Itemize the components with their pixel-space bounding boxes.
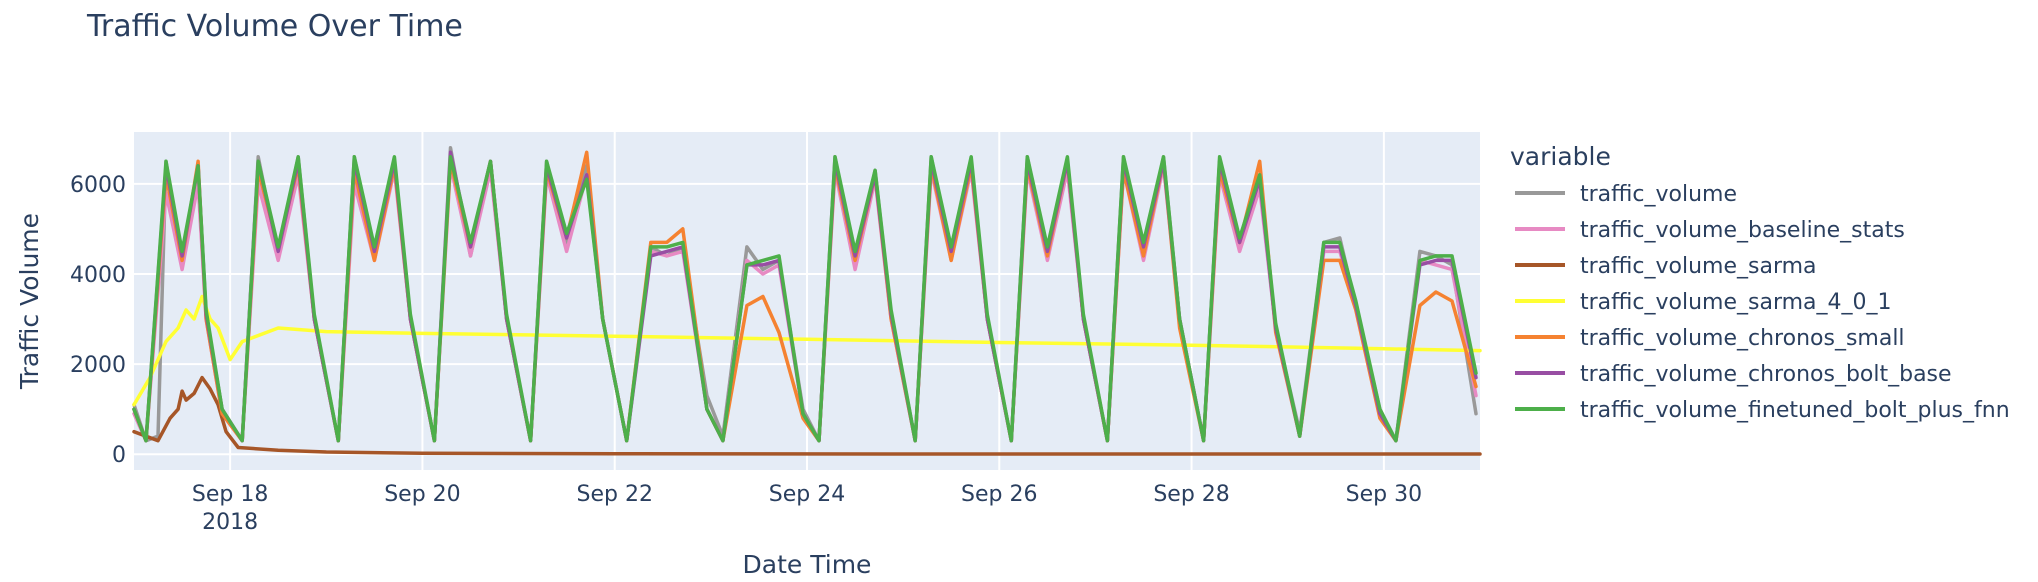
x-tick-label-2: Sep 22	[576, 482, 652, 507]
legend-label-5[interactable]: traffic_volume_chronos_bolt_base	[1580, 362, 1952, 387]
x-tick-label-4: Sep 26	[961, 482, 1037, 507]
y-tick-label-2: 4000	[70, 263, 126, 288]
x-tick-label-3: Sep 24	[769, 482, 845, 507]
y-tick-label-0: 0	[112, 443, 126, 468]
legend-label-6[interactable]: traffic_volume_finetuned_bolt_plus_fnn	[1580, 398, 2010, 423]
series-line-traffic-volume-sarma-4-0-1	[132, 294, 1482, 407]
legend-label-0[interactable]: traffic_volume	[1580, 182, 1737, 207]
legend: traffic_volume traffic_volume_baseline_st…	[1515, 182, 2010, 423]
x-tick-label-0: Sep 18	[192, 482, 268, 507]
legend-label-4[interactable]: traffic_volume_chronos_small	[1580, 326, 1905, 351]
x-axis-ticks: Sep 18 2018 Sep 20 Sep 22 Sep 24 Sep 26 Sep 28…	[192, 482, 1422, 535]
x-axis-title: Date Time	[743, 550, 872, 579]
x-tick-sublabel-0: 2018	[202, 510, 258, 535]
legend-title: variable	[1510, 142, 1611, 171]
y-tick-label-3: 6000	[70, 173, 126, 198]
chart-title: Traffic Volume Over Time	[86, 9, 463, 44]
x-tick-label-1: Sep 20	[384, 482, 460, 507]
y-tick-label-1: 2000	[70, 353, 126, 378]
series-line-traffic-volume-sarma	[132, 375, 1482, 456]
legend-label-3[interactable]: traffic_volume_sarma_4_0_1	[1580, 290, 1892, 315]
y-axis-ticks: 0 2000 4000 6000	[70, 173, 126, 468]
x-tick-label-5: Sep 28	[1153, 482, 1229, 507]
legend-label-2[interactable]: traffic_volume_sarma	[1580, 254, 1817, 279]
x-tick-label-6: Sep 30	[1346, 482, 1422, 507]
series-layer	[132, 146, 1482, 456]
series-line-traffic-volume-finetuned-bolt-plus-fnn	[132, 155, 1478, 443]
y-axis-title: Traffic Volume	[15, 213, 44, 390]
legend-label-1[interactable]: traffic_volume_baseline_stats	[1580, 218, 1905, 243]
